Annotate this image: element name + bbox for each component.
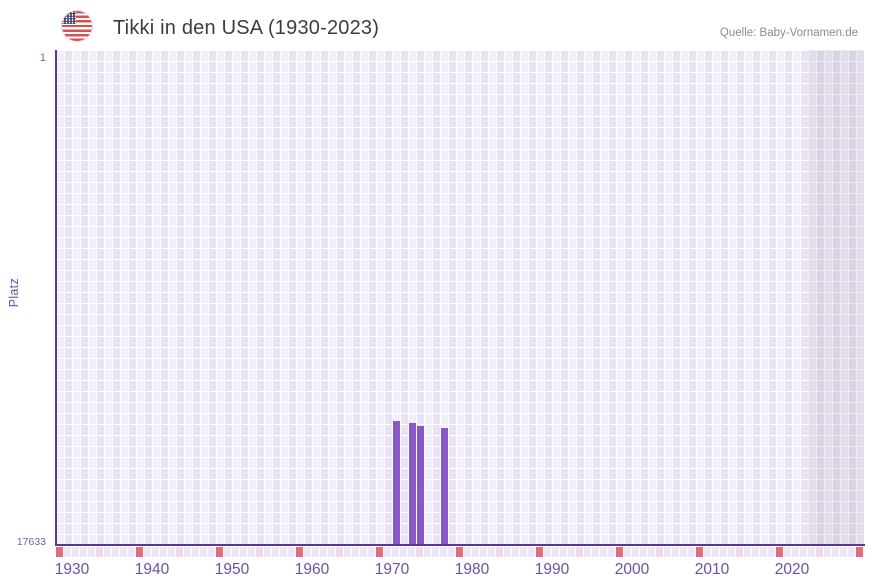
- x-tick-1930: 1930: [54, 561, 90, 578]
- x-tick-2010: 2010: [694, 561, 730, 578]
- x-tick-1960: 1960: [294, 561, 330, 578]
- x-axis-line: [55, 544, 865, 546]
- x-tick-2000: 2000: [614, 561, 650, 578]
- future-years-overlay: [808, 50, 864, 545]
- y-tick-rank-17633: 17633: [16, 536, 46, 548]
- x-tick-1950: 1950: [214, 561, 250, 578]
- x-tick-2020: 2020: [774, 561, 810, 578]
- us-flag-canton: [62, 11, 76, 24]
- x-tick-1980: 1980: [454, 561, 490, 578]
- source-credit: Quelle: Baby-Vornamen.de: [719, 27, 858, 39]
- bar-1975[interactable]: [417, 426, 424, 545]
- chart-title: Tikki in den USA (1930-2023): [113, 17, 380, 39]
- us-flag-icon: [62, 11, 92, 41]
- x-tick-1940: 1940: [134, 561, 170, 578]
- y-axis-label: Platz: [7, 278, 21, 308]
- x-tick-1990: 1990: [534, 561, 570, 578]
- year-marker-strip: [56, 547, 864, 557]
- bar-1978[interactable]: [441, 428, 448, 545]
- y-tick-rank-1: 1: [39, 52, 46, 64]
- bar-1974[interactable]: [409, 423, 416, 545]
- plot-area[interactable]: [56, 50, 864, 545]
- y-axis-line: [55, 50, 57, 545]
- x-tick-1970: 1970: [374, 561, 410, 578]
- bar-1972[interactable]: [393, 421, 400, 545]
